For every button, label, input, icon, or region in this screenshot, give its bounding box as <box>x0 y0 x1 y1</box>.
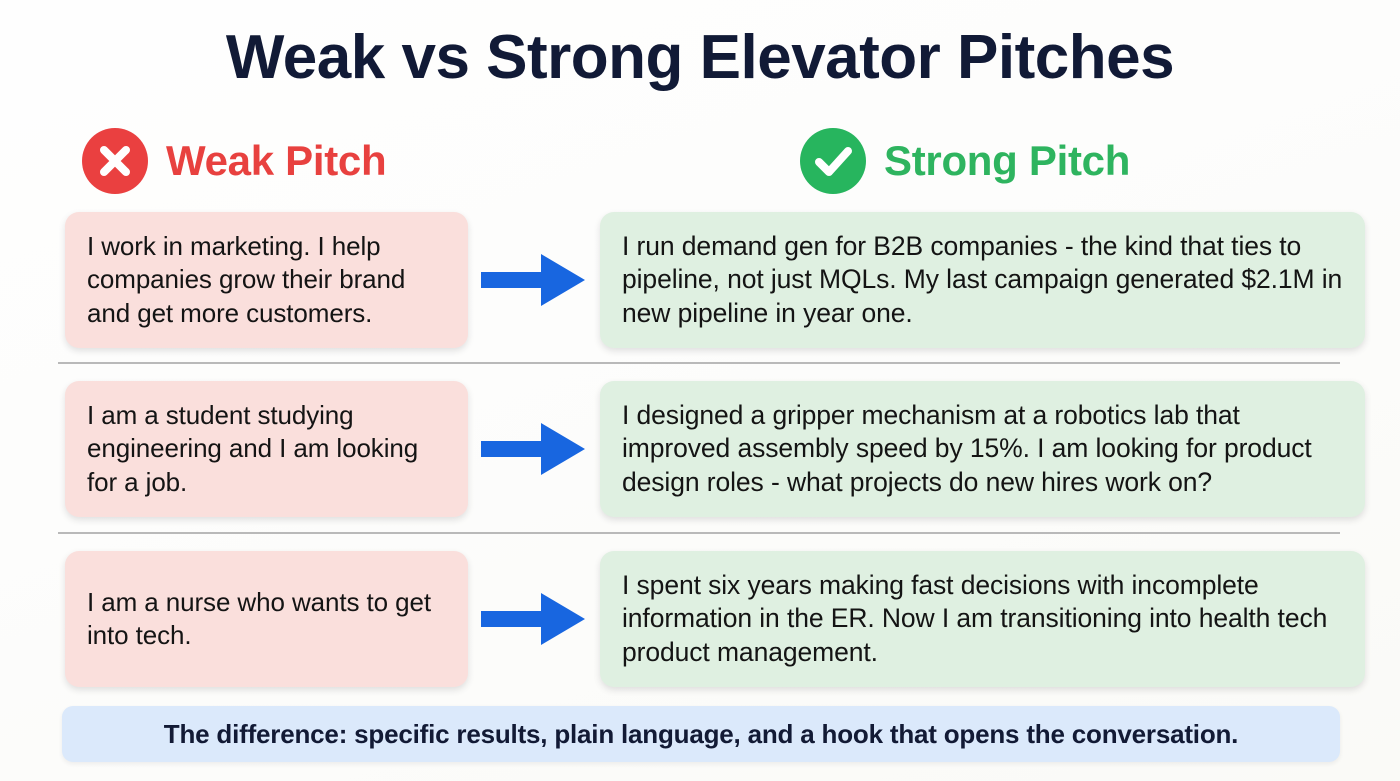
weak-pitch-card: I am a nurse who wants to get into tech. <box>65 551 468 687</box>
column-title-weak: Weak Pitch <box>166 137 387 184</box>
strong-pitch-text: I designed a gripper mechanism at a robo… <box>622 399 1312 497</box>
column-header-strong: Strong Pitch <box>800 128 1130 194</box>
row-divider <box>58 532 1340 534</box>
weak-pitch-text: I am a student studying engineering and … <box>87 400 419 497</box>
strong-pitch-card: I spent six years making fast decisions … <box>600 551 1365 687</box>
strong-pitch-card: I designed a gripper mechanism at a robo… <box>600 381 1365 517</box>
arrow-right-icon <box>481 591 585 647</box>
summary-banner-text: The difference: specific results, plain … <box>163 718 1239 749</box>
row-divider <box>58 362 1340 364</box>
comparison-row: I am a nurse who wants to get into tech.… <box>0 551 1400 687</box>
page-title: Weak vs Strong Elevator Pitches <box>225 23 1175 92</box>
strong-pitch-card: I run demand gen for B2B companies - the… <box>600 212 1365 348</box>
column-header-weak: Weak Pitch <box>82 128 387 194</box>
comparison-row: I work in marketing. I help companies gr… <box>0 212 1400 348</box>
weak-pitch-card: I work in marketing. I help companies gr… <box>65 212 468 348</box>
circle-check-icon <box>800 128 866 194</box>
strong-pitch-text: I run demand gen for B2B companies - the… <box>622 230 1343 328</box>
circle-x-icon <box>82 128 148 194</box>
weak-pitch-text: I work in marketing. I help companies gr… <box>87 231 406 328</box>
comparison-row: I am a student studying engineering and … <box>0 381 1400 517</box>
column-title-strong: Strong Pitch <box>884 137 1131 184</box>
summary-banner: The difference: specific results, plain … <box>62 706 1340 762</box>
weak-pitch-card: I am a student studying engineering and … <box>65 381 468 517</box>
arrow-right-icon <box>481 421 585 477</box>
strong-pitch-text: I spent six years making fast decisions … <box>622 569 1328 667</box>
weak-pitch-text: I am a nurse who wants to get into tech. <box>87 586 431 650</box>
arrow-right-icon <box>481 252 585 308</box>
